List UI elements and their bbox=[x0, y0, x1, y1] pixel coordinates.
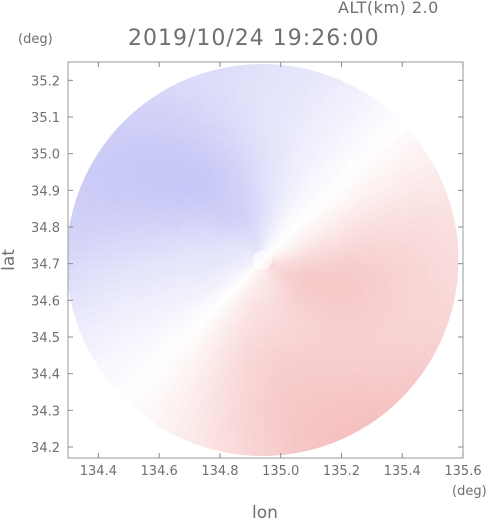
y-tick-label: 35.2 bbox=[31, 74, 60, 89]
y-tick-label: 34.4 bbox=[31, 368, 60, 383]
timestamp-title: 2019/10/24 19:26:00 bbox=[128, 26, 380, 51]
x-tick-label: 134.6 bbox=[141, 464, 178, 479]
y-tick-label: 34.2 bbox=[31, 441, 60, 456]
center-fade bbox=[68, 64, 459, 456]
y-tick-label: 34.3 bbox=[31, 404, 60, 419]
x-tick-label: 135.2 bbox=[323, 464, 360, 479]
x-tick-label: 134.4 bbox=[80, 464, 117, 479]
x-tick-label: 135.4 bbox=[384, 464, 421, 479]
y-tick-label: 35.0 bbox=[31, 148, 60, 163]
x-tick-label: 134.8 bbox=[201, 464, 238, 479]
x-tick-label: 135.6 bbox=[444, 464, 481, 479]
x-tick-label: 135.0 bbox=[262, 464, 299, 479]
y-tick-label: 35.1 bbox=[31, 111, 60, 126]
y-tick-label: 34.7 bbox=[31, 258, 60, 273]
plot-frame bbox=[67, 61, 464, 459]
y-tick-label: 34.5 bbox=[31, 331, 60, 346]
x-axis-label: lon bbox=[252, 503, 278, 523]
altitude-label: ALT(km) 2.0 bbox=[338, 0, 439, 17]
x-unit-label: (deg) bbox=[452, 484, 487, 499]
y-unit-label: (deg) bbox=[18, 32, 53, 47]
y-tick-label: 34.8 bbox=[31, 221, 60, 236]
y-tick-label: 34.6 bbox=[31, 294, 60, 309]
y-tick-label: 34.9 bbox=[31, 184, 60, 199]
velocity-field bbox=[68, 64, 459, 456]
